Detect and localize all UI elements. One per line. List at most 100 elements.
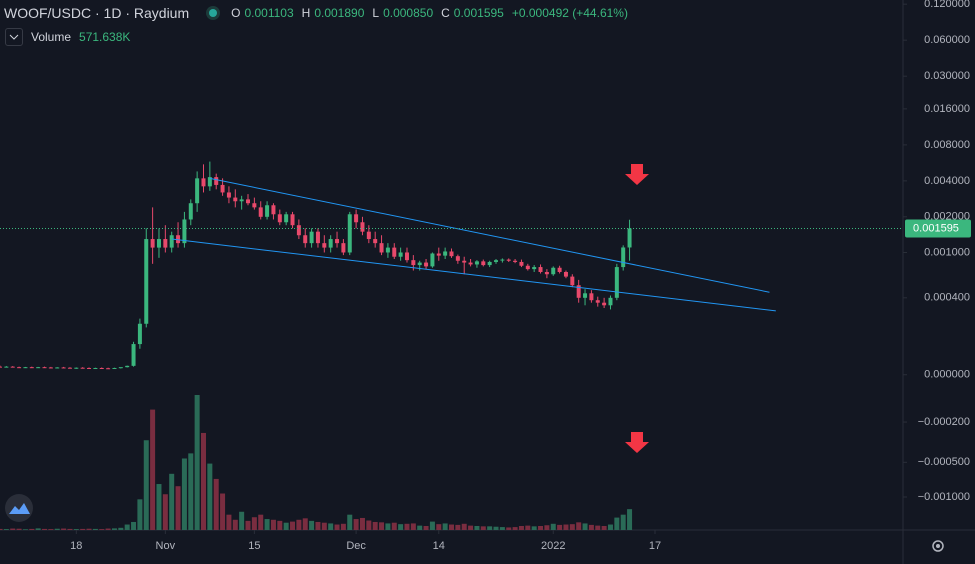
volume-bar xyxy=(614,517,620,530)
volume-bar xyxy=(576,522,582,530)
candle-body xyxy=(99,367,104,369)
candle-body xyxy=(0,366,2,368)
volume-bar xyxy=(588,524,594,530)
gear-center[interactable] xyxy=(936,544,940,548)
candle-body xyxy=(551,267,556,275)
volume-bar xyxy=(429,521,435,530)
candle-body xyxy=(271,205,276,215)
candle-body xyxy=(252,203,257,208)
candle-body xyxy=(169,235,174,248)
y-tick-label: 0.120000 xyxy=(924,0,970,10)
volume-bar xyxy=(3,529,9,530)
logo-glyph[interactable] xyxy=(9,503,30,514)
volume-bar xyxy=(290,521,296,530)
candle-body xyxy=(176,235,181,244)
y-tick-label: 0.004000 xyxy=(924,175,970,187)
candle-body xyxy=(182,219,187,244)
volume-bar xyxy=(493,526,499,530)
candle-body xyxy=(163,239,168,248)
volume-bar xyxy=(143,440,149,530)
y-tick-label: 0.016000 xyxy=(924,103,970,115)
settings-icon[interactable] xyxy=(932,540,944,552)
volume-bar xyxy=(544,525,550,530)
candle-body xyxy=(284,214,289,223)
volume-bar xyxy=(423,525,429,530)
volume-bar xyxy=(607,524,613,530)
volume-legend: Volume 571.638K xyxy=(5,28,130,46)
volume-bar xyxy=(315,521,321,530)
candle-body xyxy=(424,262,429,267)
volume-bar xyxy=(468,525,474,530)
candle-body xyxy=(494,260,499,262)
y-tick-label: 0.001000 xyxy=(924,246,970,258)
volume-bar xyxy=(131,521,137,530)
x-tick-label: 2022 xyxy=(541,540,565,552)
volume-bar xyxy=(563,524,569,530)
chevron-path[interactable] xyxy=(9,34,19,40)
volume-bar xyxy=(601,525,607,530)
volume-bar xyxy=(181,458,187,530)
volume-bar xyxy=(347,514,353,530)
volume-bar xyxy=(118,527,124,530)
candle-body xyxy=(36,367,41,369)
candle-body xyxy=(93,367,98,369)
candle-body xyxy=(220,184,225,193)
candle-body xyxy=(538,267,543,272)
volume-bar xyxy=(480,526,486,530)
candle-body xyxy=(481,261,486,266)
volume-bar xyxy=(29,528,35,530)
volume-bar xyxy=(582,523,588,530)
candle-body xyxy=(150,239,155,248)
arrow-icon xyxy=(625,432,649,453)
x-tick-label: 17 xyxy=(649,540,661,552)
volume-bar xyxy=(334,524,340,530)
logo-bg[interactable] xyxy=(5,494,33,522)
candle-body xyxy=(627,228,632,248)
candle-body xyxy=(322,243,327,248)
candle-body xyxy=(55,367,60,369)
volume-bar xyxy=(232,519,238,530)
candle-body xyxy=(112,367,117,369)
candle-body xyxy=(487,261,492,266)
volume-bar xyxy=(398,524,404,530)
volume-bar xyxy=(175,486,181,530)
candle-body xyxy=(23,367,28,369)
candle-body xyxy=(500,259,505,261)
volume-bar xyxy=(16,528,22,530)
ohlc-key: L xyxy=(372,6,380,20)
volume-bar xyxy=(239,511,245,530)
symbol-title: WOOF/USDC · 1D · Raydium xyxy=(4,5,190,21)
volume-bar xyxy=(73,529,79,530)
volume-bar xyxy=(169,473,175,530)
candle-body xyxy=(29,367,34,369)
candle-body xyxy=(201,178,206,187)
candle-body xyxy=(366,231,371,240)
candle-body xyxy=(42,367,47,369)
candle-body xyxy=(563,271,568,277)
logo[interactable] xyxy=(5,494,33,522)
candle-body xyxy=(277,214,282,223)
candle-body xyxy=(462,260,467,263)
chevron[interactable] xyxy=(9,34,19,40)
ohlc-value: 0.001595 xyxy=(453,6,504,20)
volume-bar xyxy=(80,528,86,530)
candle-body xyxy=(258,207,263,217)
candle-body xyxy=(449,251,454,257)
candle-body xyxy=(519,261,524,266)
gear[interactable] xyxy=(932,540,944,552)
candle-body xyxy=(156,239,161,248)
collapse-button[interactable] xyxy=(5,28,23,46)
volume-bar xyxy=(353,519,359,530)
candle-body xyxy=(583,293,588,298)
candle-body xyxy=(621,247,626,268)
candle-body xyxy=(557,267,562,272)
candle-body xyxy=(614,267,619,298)
volume-bar xyxy=(86,528,92,530)
candle-body xyxy=(373,239,378,244)
volume-bar xyxy=(162,494,168,530)
y-tick-label: −0.001000 xyxy=(918,491,970,503)
volume-bar xyxy=(99,529,105,530)
candle-body xyxy=(347,214,352,253)
x-tick-label: 14 xyxy=(433,540,445,552)
